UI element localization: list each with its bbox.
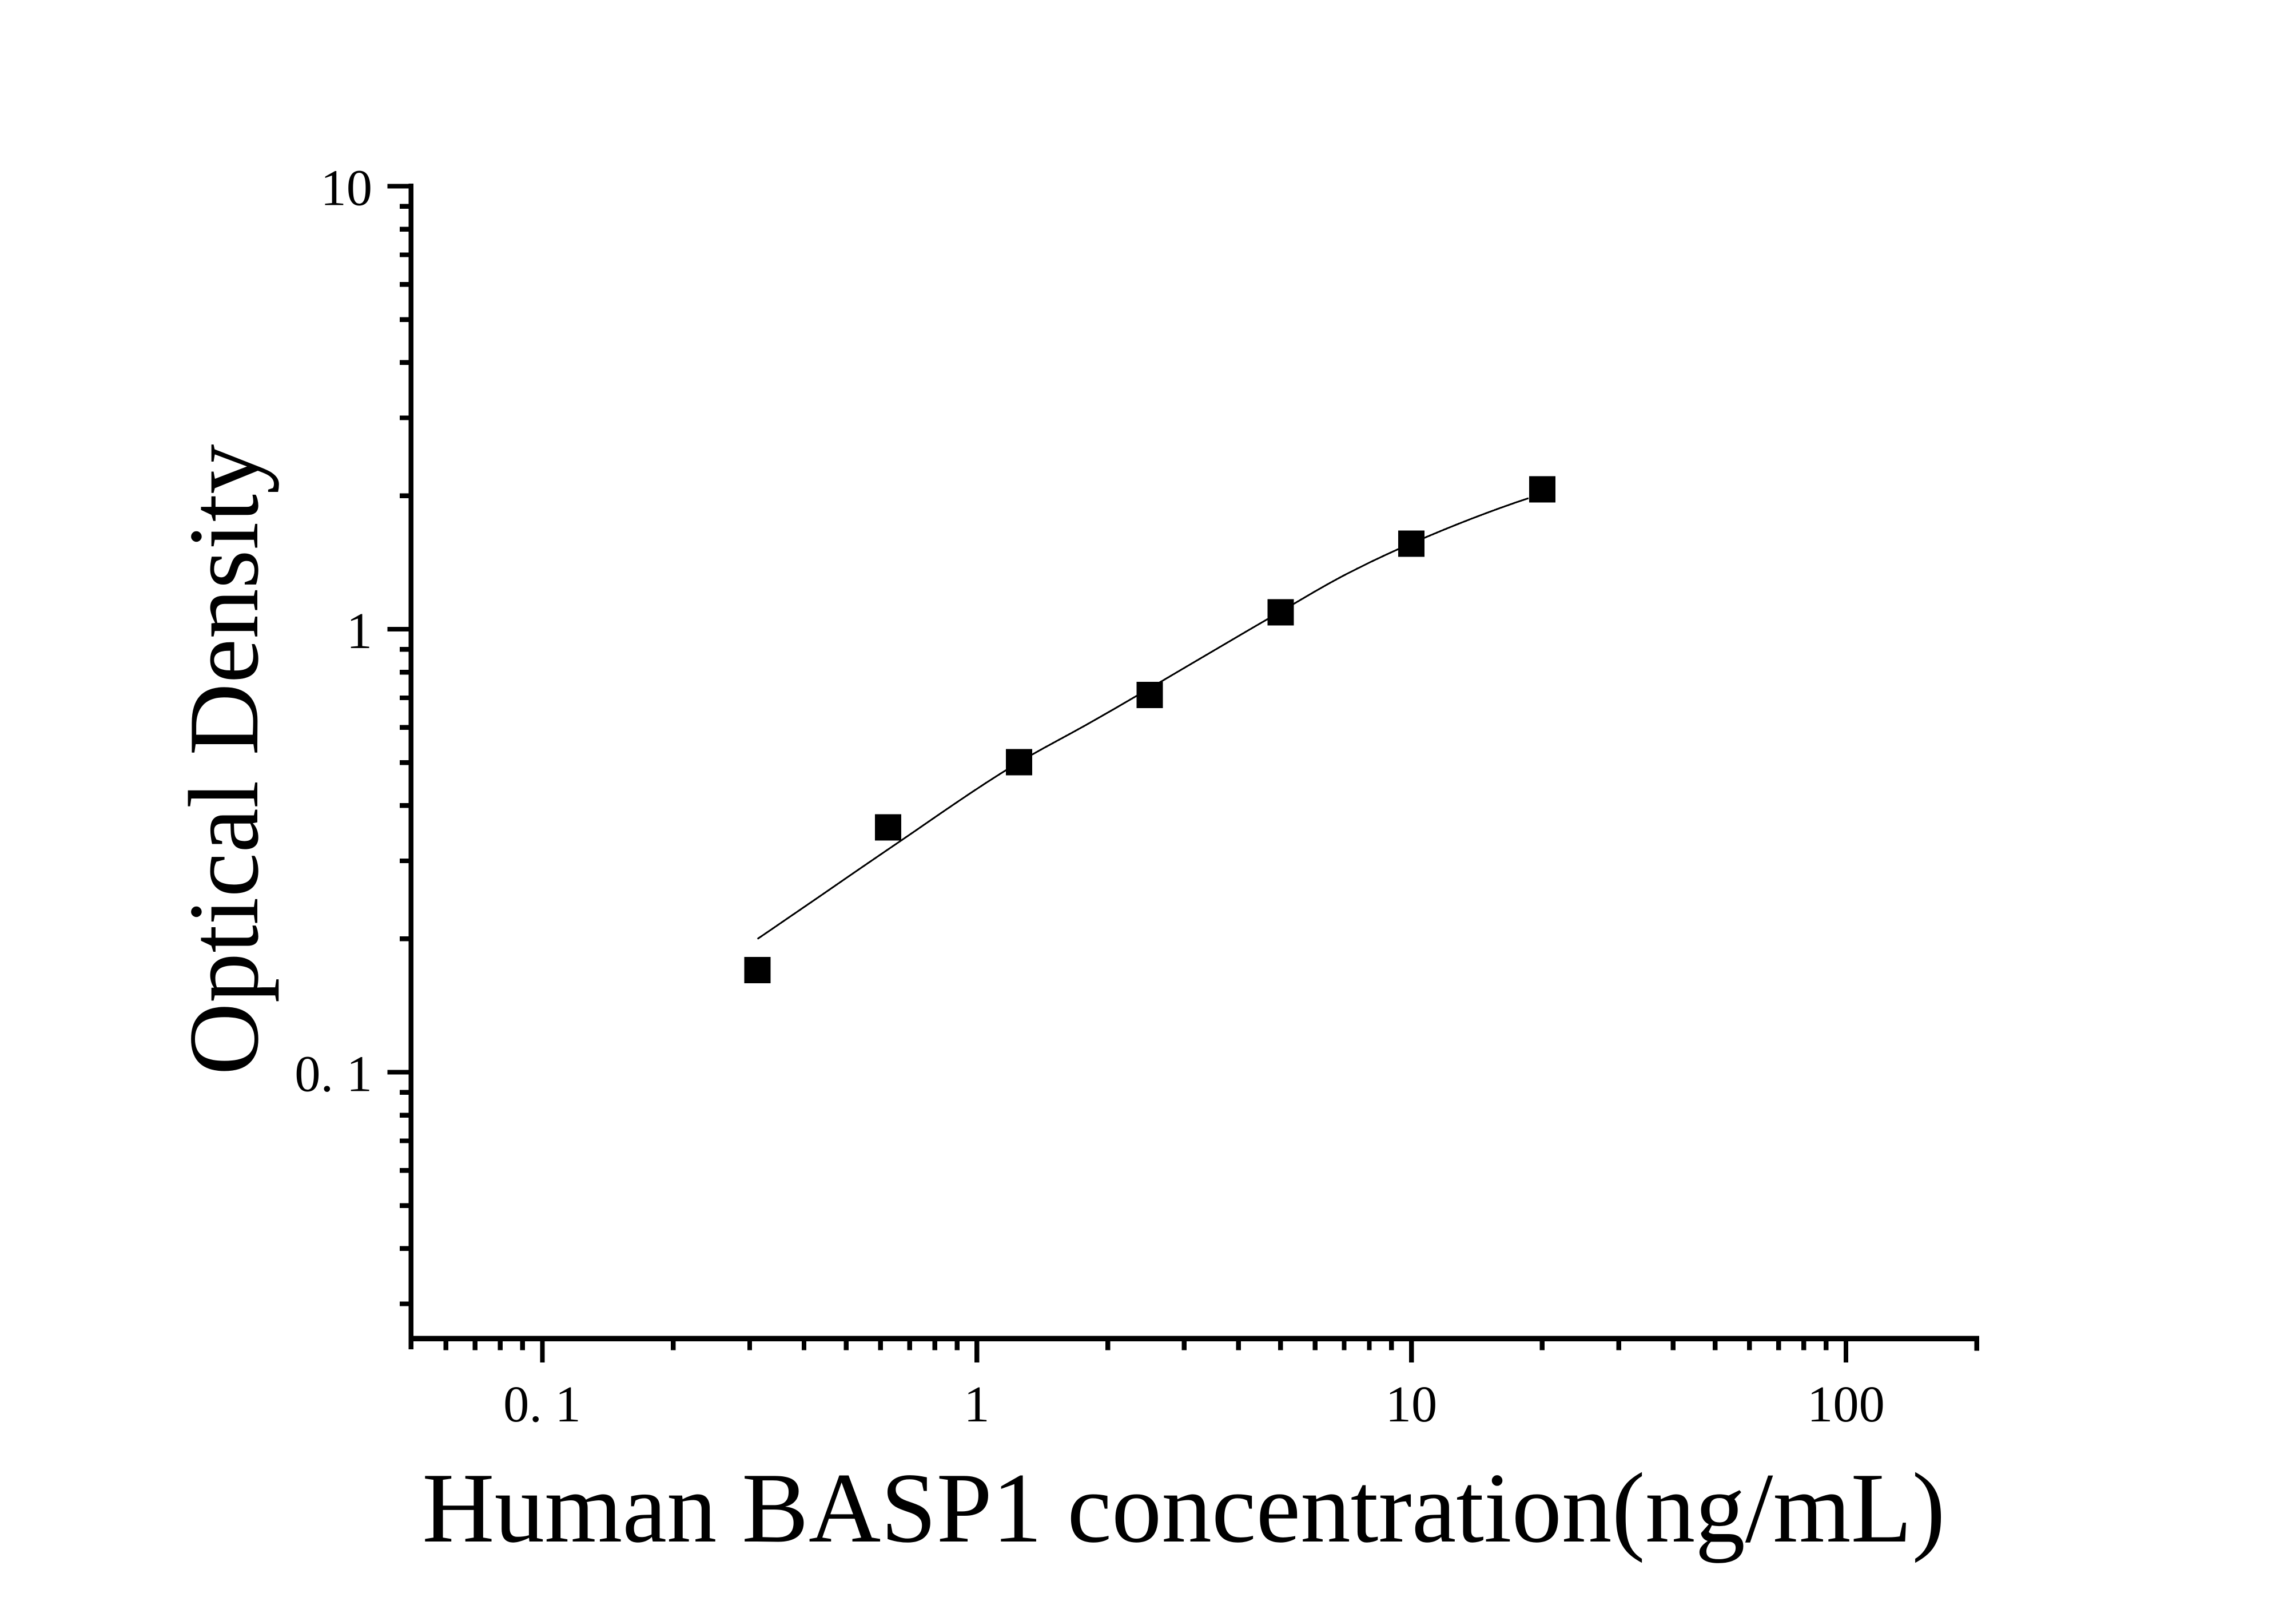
svg-text:100: 100: [1807, 1375, 1885, 1433]
svg-text:10: 10: [321, 159, 373, 217]
svg-text:0. 1: 0. 1: [503, 1375, 581, 1433]
svg-text:Human BASP1 concentration(ng/m: Human BASP1 concentration(ng/mL): [422, 1452, 1945, 1563]
svg-text:1: 1: [964, 1375, 989, 1433]
svg-text:0. 1: 0. 1: [295, 1045, 372, 1103]
svg-text:10: 10: [1386, 1375, 1438, 1433]
svg-text:Optical Density: Optical Density: [168, 444, 279, 1075]
svg-text:1: 1: [347, 602, 372, 660]
